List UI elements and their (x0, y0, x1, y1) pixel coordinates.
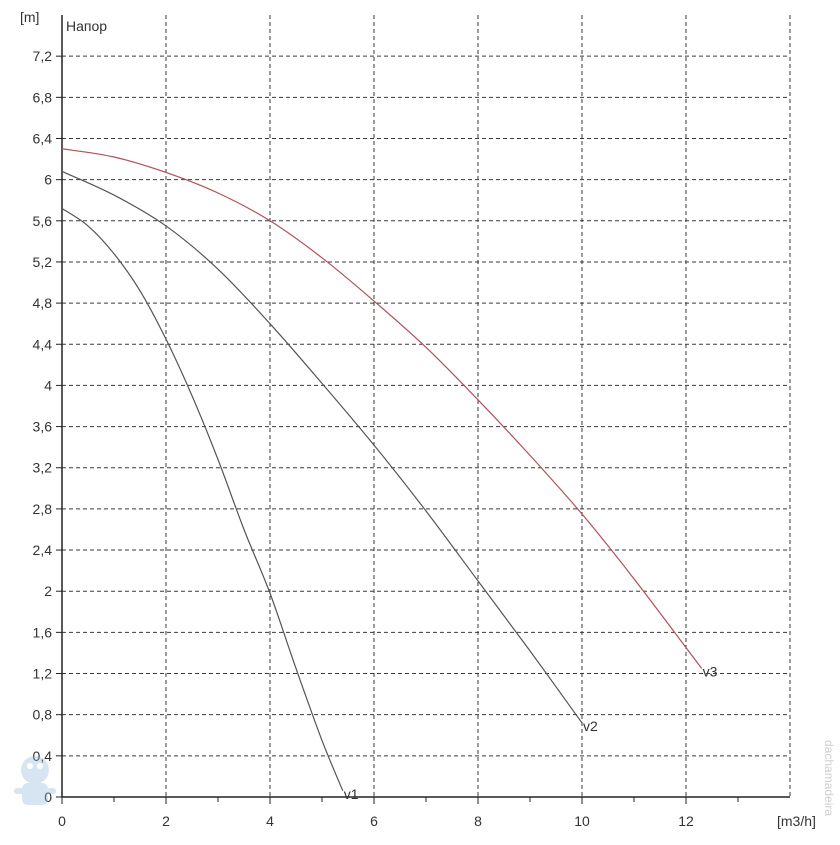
y-tick-label: 4 (44, 377, 52, 393)
series-label-v3: v3 (703, 663, 718, 679)
series-label-v1: v1 (344, 786, 359, 802)
series-line-v3 (61, 148, 703, 669)
grid-layer (62, 15, 791, 797)
y-tick-label: 2 (44, 583, 52, 599)
series-line-v2 (61, 170, 583, 724)
plumber-mascot-icon (14, 756, 56, 805)
y-tick-label: 7,2 (33, 48, 53, 64)
x-tick-label: 6 (370, 813, 378, 829)
y-tick-label: 2,8 (33, 501, 53, 517)
x-axis-unit-label: [m3/h] (777, 813, 816, 829)
series-line-v1 (61, 207, 344, 792)
x-tick-label: 4 (266, 813, 274, 829)
y-tick-label: 1,2 (33, 666, 53, 682)
y-tick-label: 0 (44, 789, 52, 805)
x-tick-label: 2 (162, 813, 170, 829)
x-tick-label: 8 (474, 813, 482, 829)
y-tick-label: 5,6 (33, 213, 53, 229)
labels-layer: [m] Напор [m3/h] v1 v2 v3 (20, 9, 816, 829)
y-tick-label: 1,6 (33, 624, 53, 640)
y-tick-label: 2,4 (33, 542, 53, 558)
y-tick-label: 0,8 (33, 707, 53, 723)
x-tick-label: 0 (58, 813, 66, 829)
x-tick-label: 12 (678, 813, 694, 829)
series-layer (61, 148, 703, 792)
watermark-text: dachamadeira (822, 740, 836, 816)
y-tick-label: 4,8 (33, 295, 53, 311)
y-tick-label: 6,4 (33, 130, 53, 146)
y-tick-label: 3,6 (33, 419, 53, 435)
axes-layer: 0 0,4 0,8 1,2 1,6 2 2,4 2,8 3,2 3,6 4 4,4 4,8 5,2 5,6 6… (33, 15, 790, 829)
y-tick-label: 6,8 (33, 89, 53, 105)
chart-title: Напор (66, 18, 107, 34)
y-tick-label: 0,4 (33, 748, 53, 764)
x-tick-label: 10 (574, 813, 590, 829)
series-label-v2: v2 (583, 718, 598, 734)
y-axis-unit-label: [m] (20, 9, 39, 25)
y-tick-label: 6 (44, 172, 52, 188)
y-tick-label: 3,2 (33, 460, 53, 476)
y-tick-label: 5,2 (33, 254, 53, 270)
watermark: dachamadeira (14, 740, 836, 816)
y-tick-label: 4,4 (33, 336, 53, 352)
